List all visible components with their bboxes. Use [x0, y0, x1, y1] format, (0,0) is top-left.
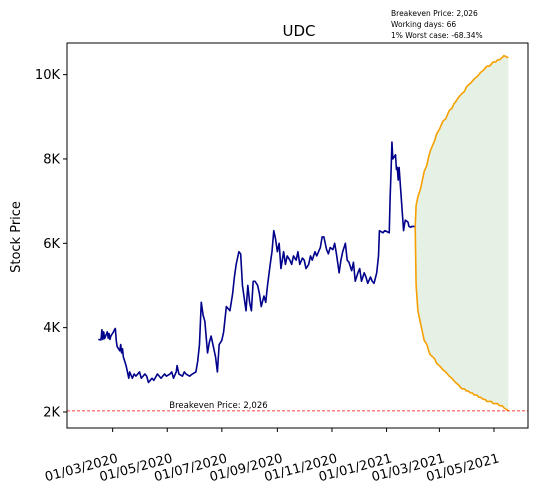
y-tick-label: 10K — [35, 68, 61, 83]
chart-title: UDC — [282, 22, 315, 40]
forecast-band — [415, 55, 509, 411]
projection-lower-line — [414, 226, 509, 412]
info-line: Working days: 66 — [391, 20, 456, 29]
info-line: 1% Worst case: -68.34% — [391, 31, 483, 40]
y-tick-label: 6K — [43, 237, 60, 252]
y-tick-label: 8K — [43, 152, 60, 167]
price-history-line — [98, 141, 416, 384]
y-tick-label: 4K — [43, 321, 60, 336]
breakeven-label: Breakeven Price: 2,026 — [169, 401, 267, 411]
projection-upper-line — [414, 54, 509, 227]
axes-frame — [66, 42, 529, 429]
y-axis-label: Stock Price — [9, 201, 24, 273]
y-tick-label: 2K — [43, 405, 60, 420]
plot-area: Breakeven Price: 2,0262K4K6K8K10K01/03/2… — [35, 42, 529, 482]
info-line: Breakeven Price: 2,026 — [391, 9, 478, 18]
